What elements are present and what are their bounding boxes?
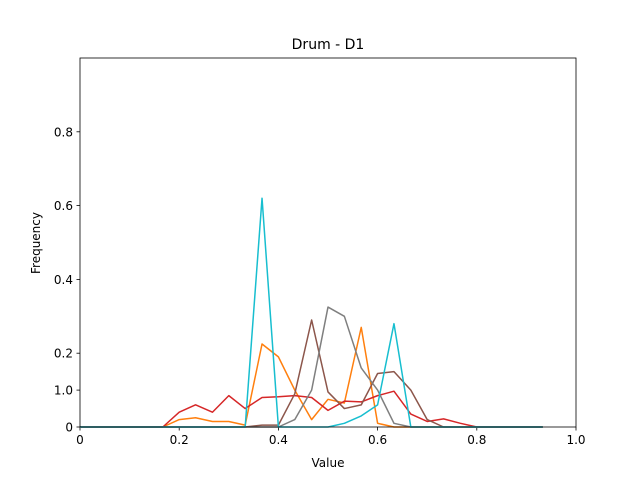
chart-title: Drum - D1 bbox=[292, 37, 365, 53]
y-tick-label: 0.6 bbox=[54, 199, 73, 213]
x-tick-label: 0.6 bbox=[368, 433, 387, 447]
x-tick-label: 0.8 bbox=[467, 433, 486, 447]
y-tick-label: 0.2 bbox=[54, 347, 73, 361]
x-tick-label: 0 bbox=[76, 433, 84, 447]
y-tick-label: 0 bbox=[65, 421, 73, 435]
x-tick-label: 1.0 bbox=[566, 433, 585, 447]
plot-frame bbox=[79, 57, 577, 428]
x-axis-label: Value bbox=[312, 456, 345, 470]
x-tick-label: 0.2 bbox=[170, 433, 189, 447]
x-tick-label: 0.4 bbox=[269, 433, 288, 447]
y-axis-label: Frequency bbox=[29, 212, 43, 274]
y-tick-label: 1.0 bbox=[54, 384, 73, 398]
y-tick-label: 0.4 bbox=[54, 273, 73, 287]
y-tick-label: 0.8 bbox=[54, 125, 73, 139]
